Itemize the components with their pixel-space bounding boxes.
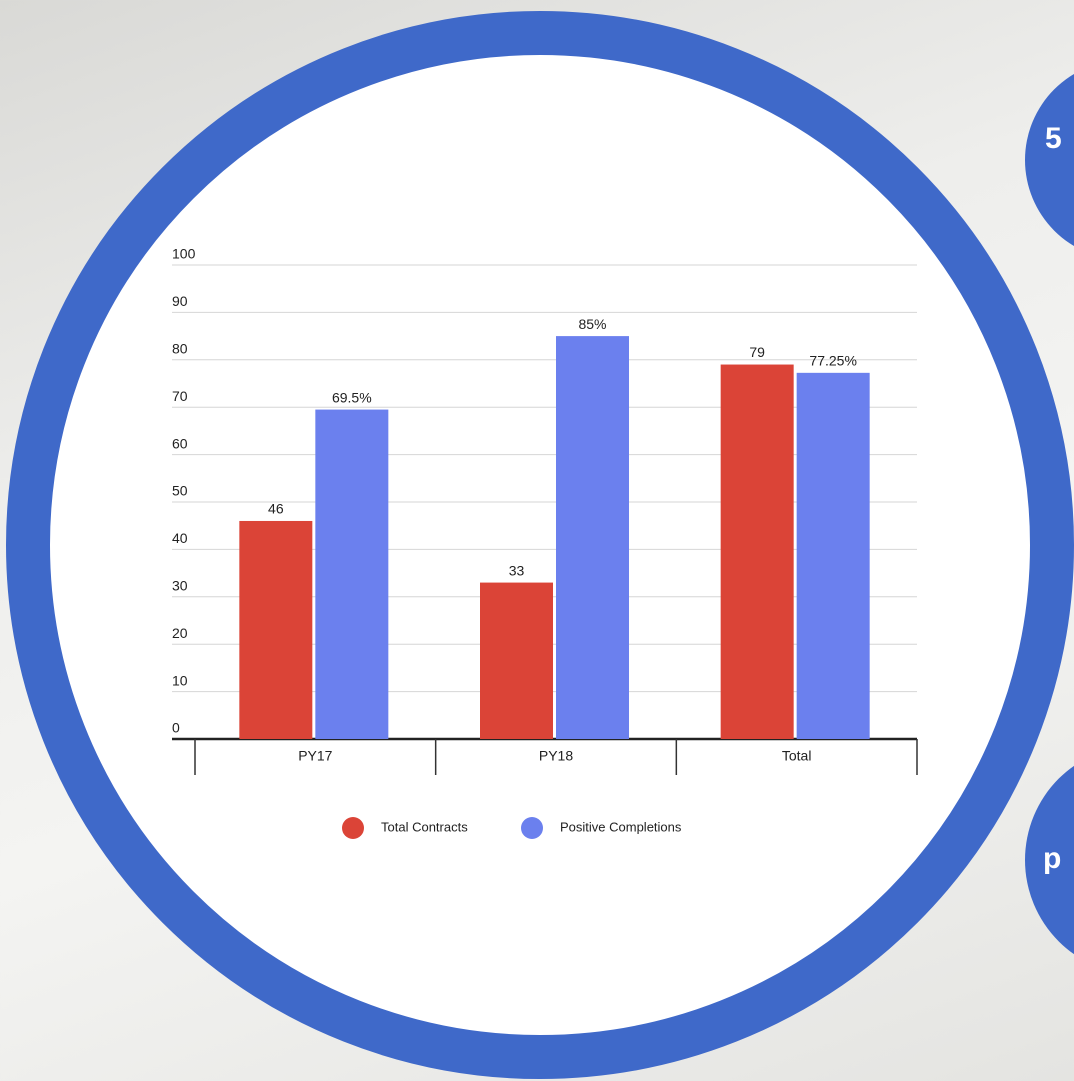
bar [556,336,629,739]
chart: 0 10 20 30 40 50 60 70 80 90 100 PY17 46 69.5% PY18 33 8… [172,246,918,839]
y-tick-label: 90 [172,293,188,309]
value-label: 69.5% [332,389,372,405]
y-tick-label: 60 [172,435,188,451]
bar [480,582,553,739]
bar [239,520,313,739]
value-label: 85% [578,316,606,332]
side-label: p [1043,842,1061,875]
side-circle [1025,74,1074,246]
value-label: 46 [268,501,284,517]
y-tick-label: 10 [172,672,188,688]
bar [315,409,389,739]
bar [796,372,870,739]
legend-swatch [521,817,543,839]
side-circle [1025,765,1074,955]
y-tick-label: 70 [172,388,188,404]
y-tick-label: 30 [172,578,188,594]
x-tick-label: PY17 [298,748,332,764]
legend-label: Total Contracts [381,819,468,834]
y-tick-label: 0 [172,720,180,736]
legend-swatch [342,817,364,839]
y-tick-label: 20 [172,625,188,641]
y-tick-label: 100 [172,246,196,262]
x-tick-label: Total [782,748,812,764]
y-tick-label: 50 [172,483,188,499]
x-tick-label: PY18 [539,748,573,764]
y-tick-label: 80 [172,341,188,357]
side-label: 5 [1045,122,1062,155]
y-tick-label: 40 [172,530,188,546]
legend-label: Positive Completions [560,819,682,834]
value-label: 79 [749,344,765,360]
value-label: 33 [509,562,525,578]
value-label: 77.25% [809,353,856,369]
bar [720,364,794,739]
chart-ring [6,11,1074,1079]
